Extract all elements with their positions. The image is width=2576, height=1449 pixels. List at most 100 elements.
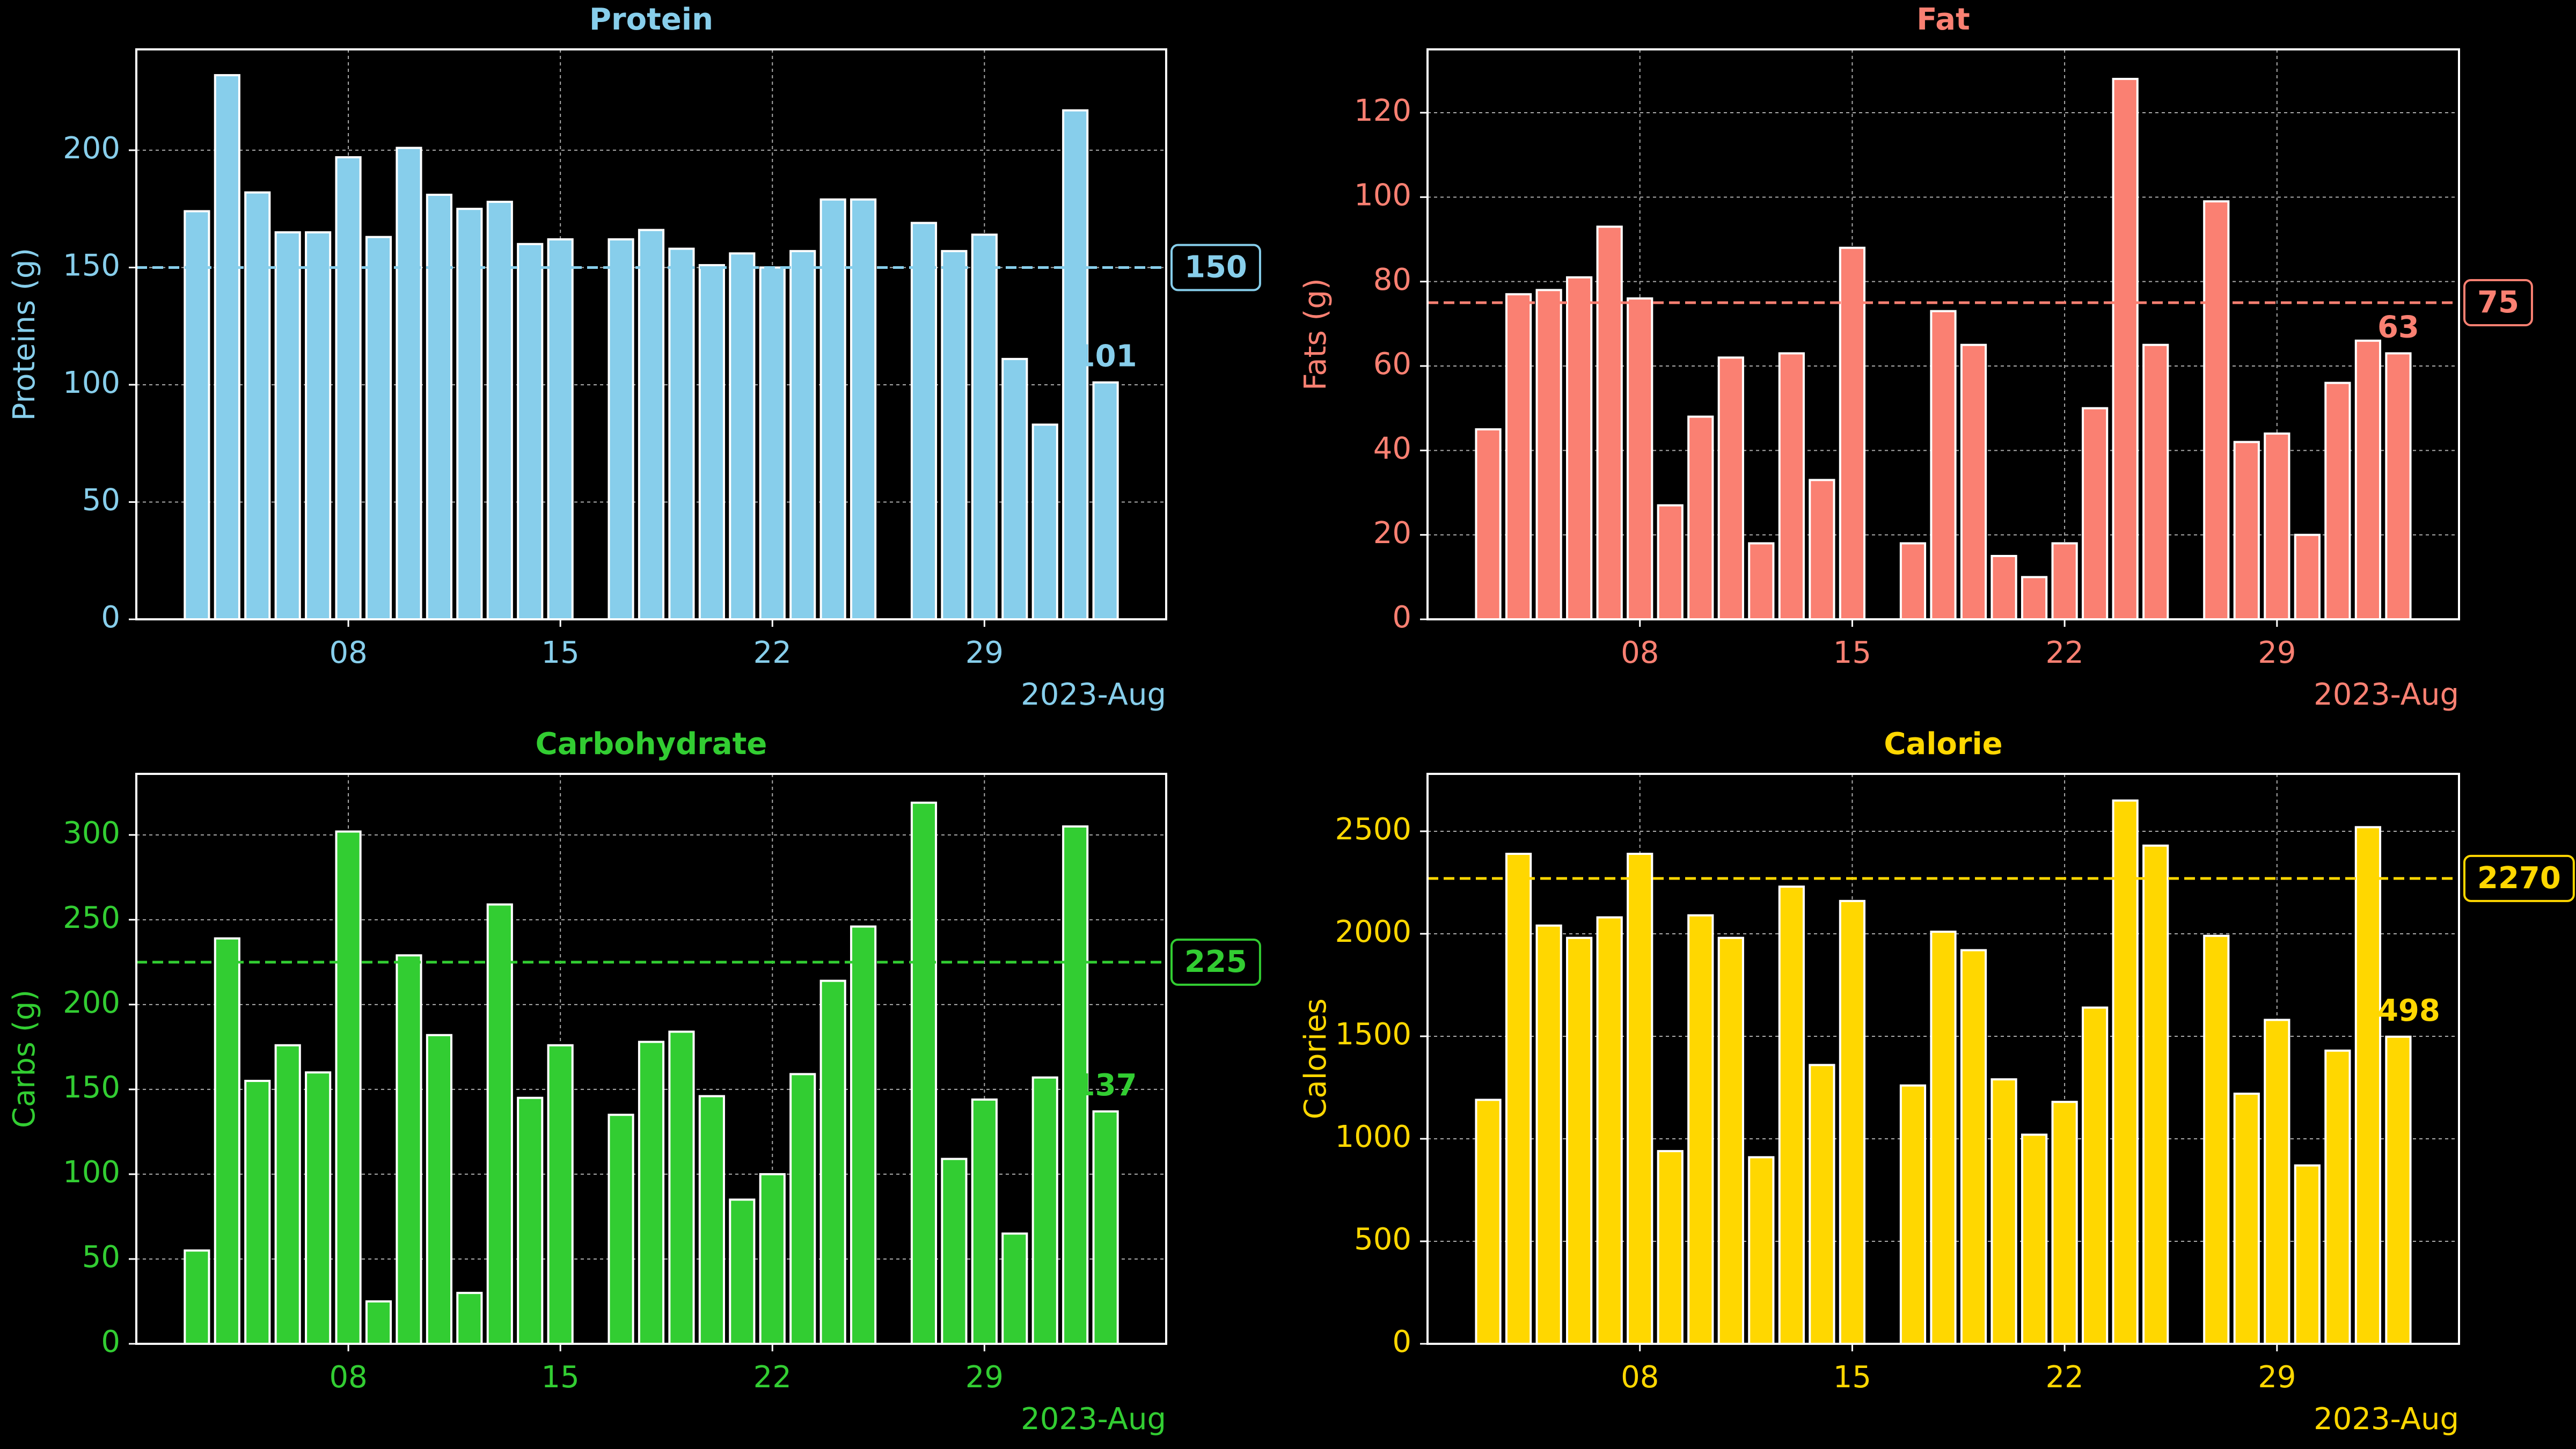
- x-tick-label: 29: [965, 1360, 1004, 1395]
- x-offset-label: 2023-Aug: [2314, 677, 2459, 712]
- y-tick-label: 0: [1392, 600, 1411, 635]
- bar: [638, 229, 665, 621]
- y-axis-label: Proteins (g): [7, 248, 42, 421]
- bar: [1627, 852, 1653, 1345]
- target-label: 150: [1184, 250, 1247, 285]
- bar: [2142, 343, 2169, 621]
- bar: [2082, 407, 2109, 621]
- bar: [2385, 1035, 2412, 1345]
- y-tick-label: 150: [63, 1070, 120, 1105]
- chart-title: Fat: [1916, 2, 1970, 37]
- bar: [184, 210, 210, 620]
- x-offset-label: 2023-Aug: [1021, 1402, 1166, 1437]
- y-tick-label: 20: [1373, 516, 1411, 551]
- bar: [1899, 1084, 1927, 1345]
- x-tick-label: 29: [965, 635, 1004, 670]
- axes-frame: [1426, 48, 2460, 620]
- bar: [2112, 78, 2139, 621]
- target-box: [1170, 244, 1261, 291]
- x-offset-label: 2023-Aug: [1021, 677, 1166, 712]
- bar: [1001, 357, 1028, 621]
- x-tick-label: 29: [2258, 1360, 2296, 1395]
- axes-frame: [135, 48, 1167, 620]
- bar: [517, 243, 544, 621]
- bar: [698, 1095, 725, 1345]
- bar: [1001, 1232, 1028, 1345]
- target-box: [2463, 854, 2575, 902]
- bar: [2051, 1101, 2078, 1345]
- bar: [971, 233, 998, 620]
- bar: [517, 1096, 544, 1345]
- bar: [2142, 844, 2169, 1345]
- bar: [2233, 1092, 2260, 1345]
- target-label: 75: [2477, 285, 2519, 320]
- bar: [335, 156, 362, 620]
- bar: [1031, 1076, 1058, 1345]
- bar: [941, 1158, 968, 1345]
- bar: [274, 231, 301, 620]
- bar: [2294, 1164, 2321, 1345]
- bar: [1748, 1156, 1775, 1345]
- y-tick-label: 0: [101, 1324, 120, 1359]
- y-tick-label: 100: [63, 365, 120, 400]
- bar: [1778, 352, 1805, 621]
- bar: [819, 979, 846, 1345]
- y-tick-label: 60: [1373, 347, 1411, 382]
- bar: [668, 247, 695, 620]
- chart-title: Calorie: [1884, 727, 2002, 762]
- x-tick-label: 22: [753, 1360, 792, 1395]
- bar: [1990, 555, 2017, 620]
- bar: [1748, 542, 1775, 621]
- x-tick-label: 22: [753, 635, 792, 670]
- y-tick-label: 50: [82, 483, 120, 518]
- bar: [668, 1030, 695, 1345]
- target-box: [1170, 938, 1261, 986]
- y-tick-label: 1500: [1335, 1017, 1411, 1052]
- x-tick-label: 15: [1833, 635, 1871, 670]
- bar: [2082, 1006, 2109, 1345]
- y-tick-label: 200: [63, 131, 120, 166]
- x-tick-label: 08: [1621, 1360, 1659, 1395]
- bar: [1535, 924, 1562, 1345]
- bar: [1475, 1099, 1502, 1345]
- bar: [1899, 542, 1927, 621]
- bar: [2112, 799, 2139, 1345]
- target-label: 2270: [2477, 861, 2561, 896]
- bar: [2021, 576, 2048, 621]
- bar: [2324, 382, 2351, 620]
- bar: [184, 1249, 210, 1345]
- bar: [2264, 432, 2290, 620]
- y-tick-label: 2500: [1335, 812, 1411, 847]
- bar: [486, 903, 513, 1345]
- bar: [1809, 1064, 1835, 1345]
- y-tick-label: 80: [1373, 262, 1411, 297]
- bar: [2354, 826, 2382, 1345]
- bar: [1566, 936, 1593, 1345]
- bar: [910, 801, 938, 1345]
- bar: [214, 937, 240, 1345]
- last-value-label: 101: [1074, 339, 1137, 374]
- y-tick-label: 0: [101, 600, 120, 635]
- bar: [214, 74, 240, 620]
- bar: [941, 250, 968, 620]
- axes-frame: [1426, 773, 2460, 1345]
- bar: [1031, 423, 1058, 621]
- bar: [1062, 825, 1089, 1345]
- y-tick-label: 1000: [1335, 1119, 1411, 1154]
- bar: [608, 1114, 634, 1345]
- y-axis-label: Calories: [1298, 998, 1333, 1119]
- bar: [274, 1044, 301, 1345]
- y-axis-label: Carbs (g): [7, 990, 42, 1128]
- bar: [2264, 1019, 2290, 1345]
- bar: [426, 1034, 452, 1345]
- bar: [1930, 931, 1957, 1345]
- bar: [1990, 1078, 2017, 1345]
- bar: [1627, 297, 1653, 620]
- y-tick-label: 100: [63, 1155, 120, 1190]
- bar: [1475, 428, 1502, 620]
- bar: [1596, 916, 1623, 1345]
- bar: [1960, 949, 1987, 1345]
- bar: [396, 147, 422, 620]
- y-axis-label: Fats (g): [1298, 278, 1333, 391]
- x-tick-label: 08: [329, 1360, 367, 1395]
